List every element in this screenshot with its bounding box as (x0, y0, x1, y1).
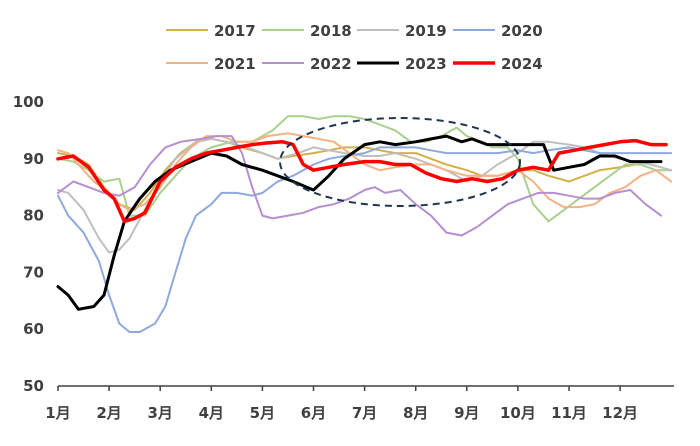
legend-label: 2023 (405, 55, 447, 73)
y-tick-label: 50 (23, 377, 44, 395)
x-tick-label: 10月 (500, 404, 536, 422)
series-line-2022 (57, 135, 662, 237)
y-tick-label: 60 (23, 320, 44, 338)
series-line-2023 (56, 134, 663, 311)
x-tick-label: 7月 (352, 404, 377, 422)
y-axis-ticks: 50 60 70 80 90 100 (13, 93, 44, 395)
legend-item-2017: 2017 (166, 22, 256, 40)
legend: 2017 2018 2019 2020 2021 2022 2023 2024 (166, 22, 543, 73)
x-tick-label: 1月 (45, 404, 70, 422)
y-tick-label: 100 (13, 93, 44, 111)
series-line-2017 (57, 137, 637, 211)
legend-item-2019: 2019 (357, 22, 447, 40)
y-tick-label: 80 (23, 207, 44, 225)
series-line-2021 (57, 132, 673, 211)
x-tick-label: 11月 (551, 404, 587, 422)
highlight-ellipse (279, 117, 521, 207)
x-tick-label: 8月 (403, 404, 428, 422)
series-line-2020 (57, 146, 673, 333)
legend-label: 2018 (310, 22, 352, 40)
x-tick-label: 5月 (250, 404, 275, 422)
series-lines (56, 115, 673, 333)
x-tick-label: 12月 (602, 404, 638, 422)
series-line-2019 (57, 137, 673, 254)
legend-item-2020: 2020 (453, 22, 543, 40)
legend-label: 2022 (310, 55, 352, 73)
x-tick-label: 4月 (199, 404, 224, 422)
series-line-2024 (56, 138, 668, 224)
legend-label: 2021 (214, 55, 256, 73)
x-tick-label: 9月 (454, 404, 479, 422)
x-axis-ticks: 1月 2月 3月 4月 5月 6月 7月 8月 9月 10月 11月 12月 (45, 385, 674, 422)
y-tick-label: 90 (23, 150, 44, 168)
x-tick-label: 3月 (147, 404, 172, 422)
legend-item-2018: 2018 (262, 22, 352, 40)
legend-label: 2017 (214, 22, 256, 40)
x-tick-label: 2月 (96, 404, 121, 422)
y-tick-label: 70 (23, 263, 44, 281)
legend-label: 2019 (405, 22, 447, 40)
x-tick-label: 6月 (301, 404, 326, 422)
legend-label: 2024 (501, 55, 543, 73)
legend-label: 2020 (501, 22, 543, 40)
legend-item-2022: 2022 (262, 55, 352, 73)
legend-item-2023: 2023 (357, 55, 447, 73)
legend-item-2024: 2024 (453, 55, 543, 73)
legend-item-2021: 2021 (166, 55, 256, 73)
